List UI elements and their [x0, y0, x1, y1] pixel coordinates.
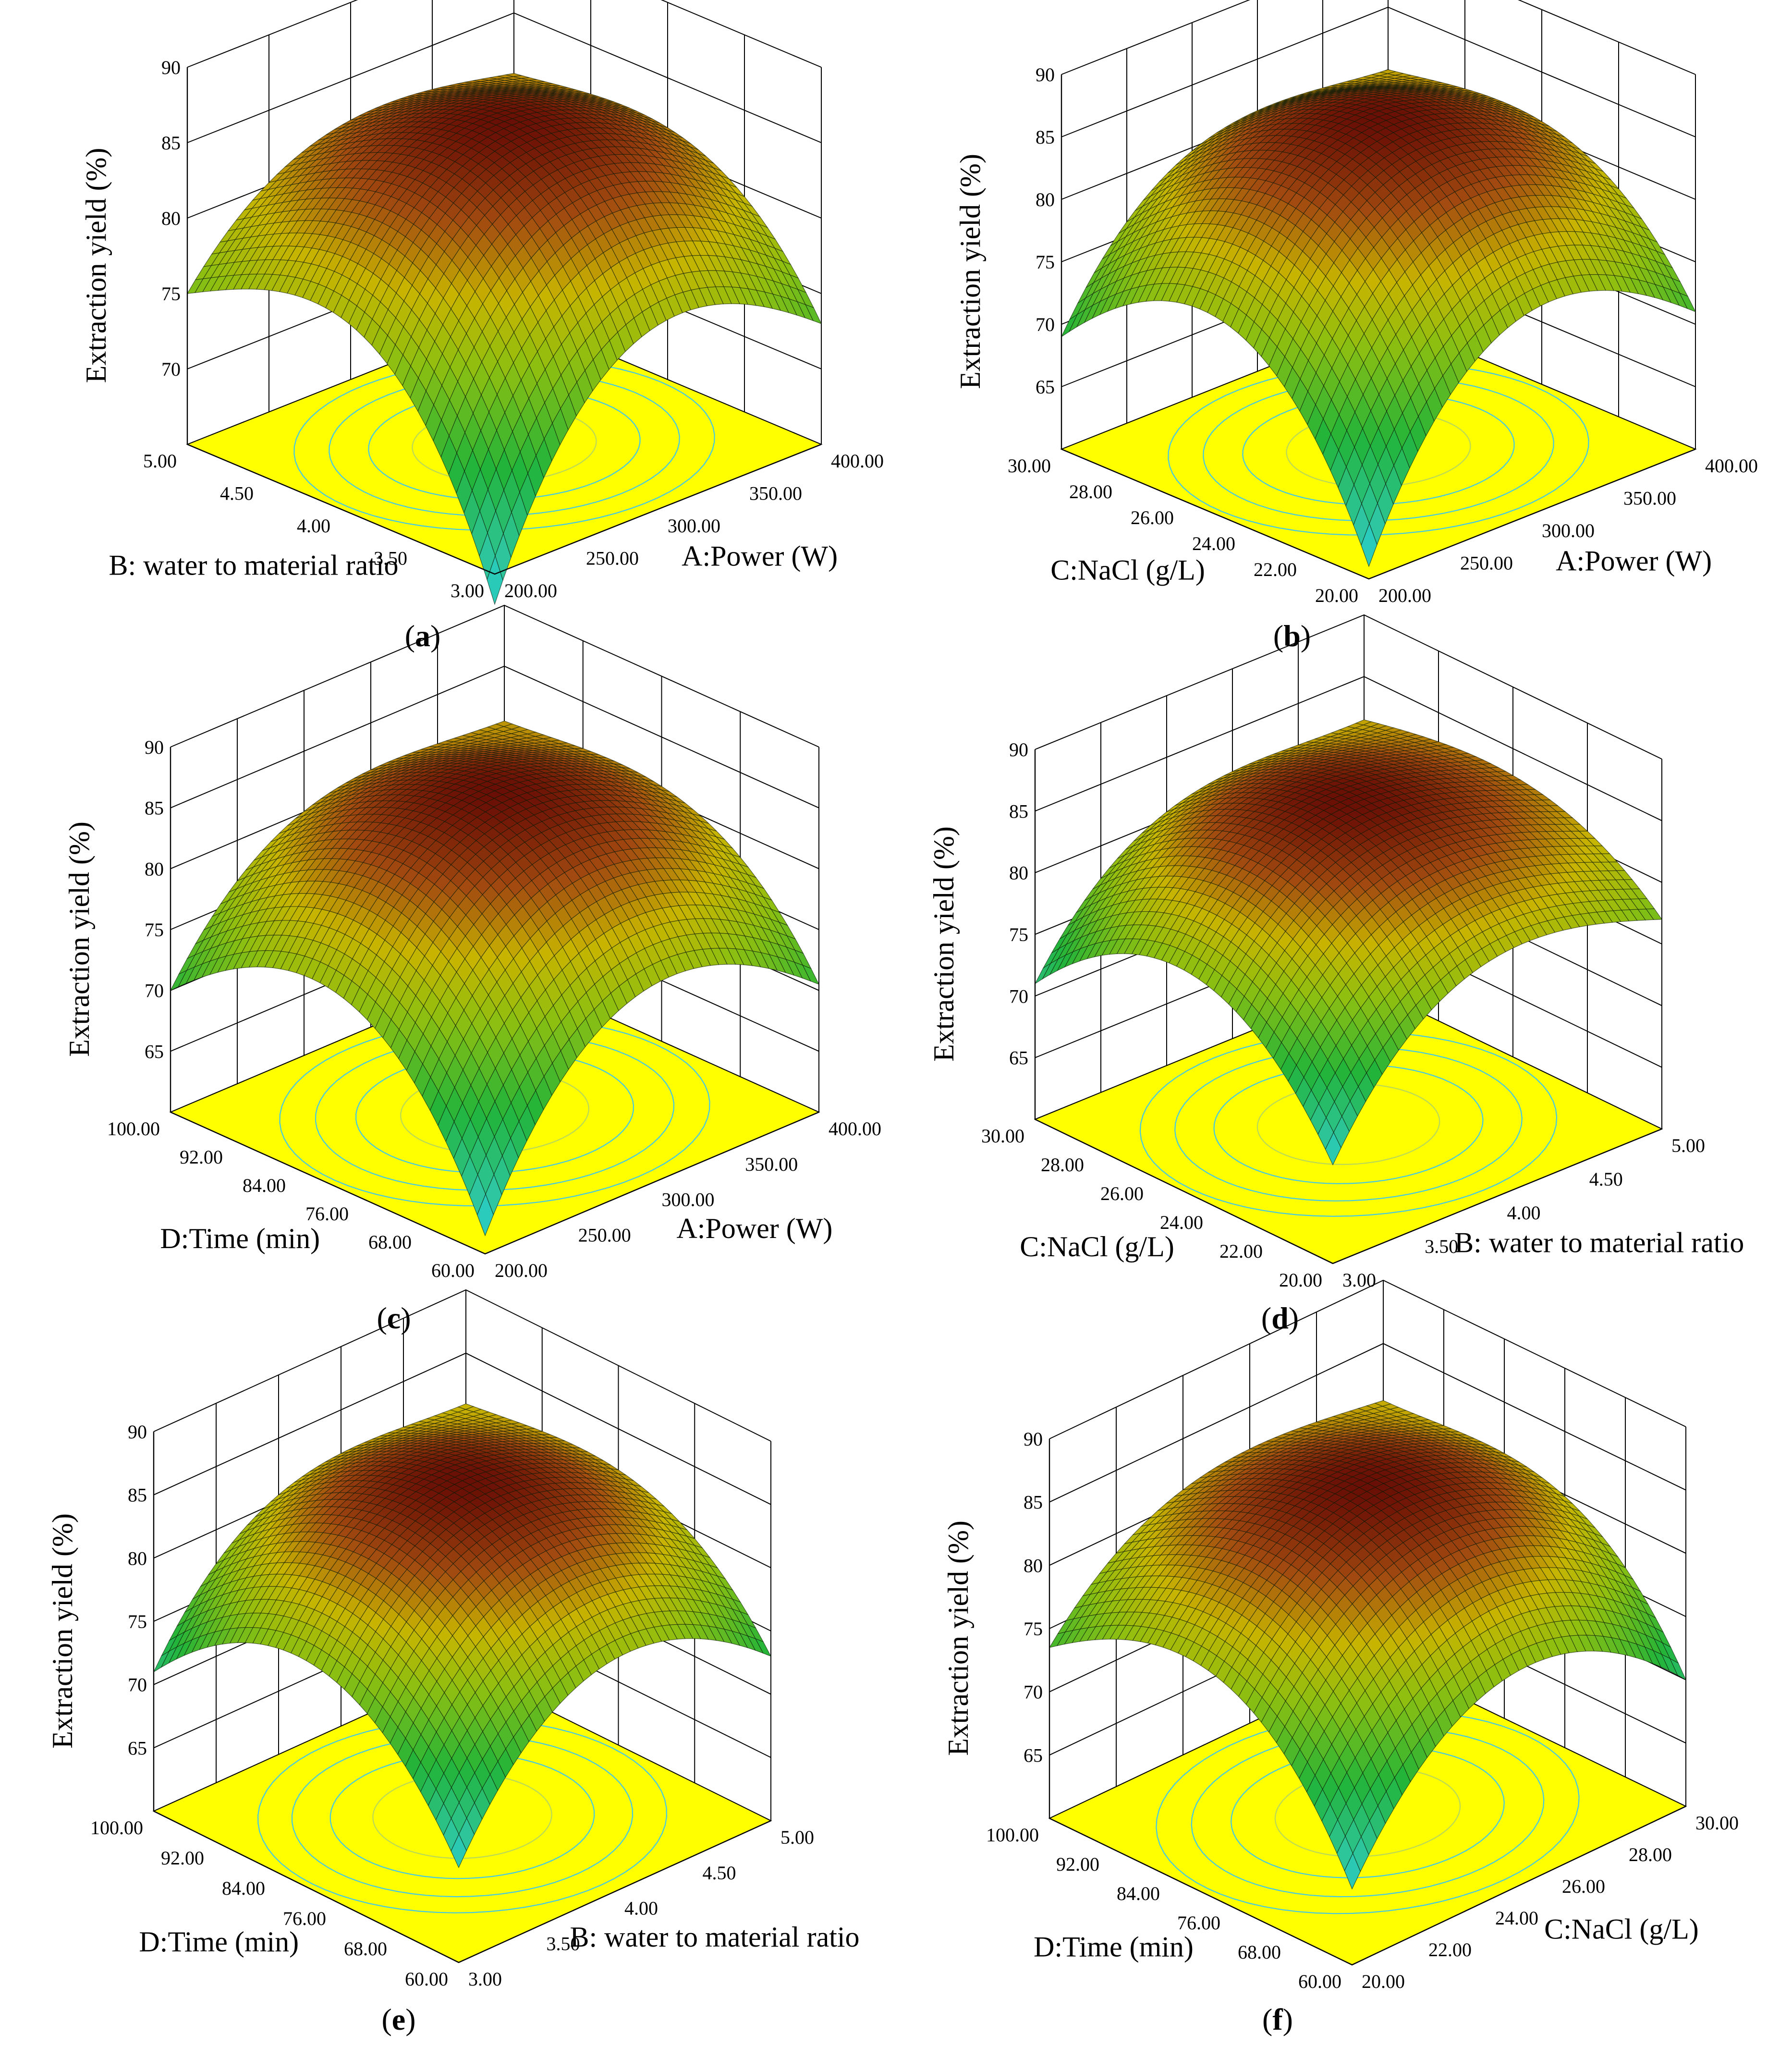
y-axis-title: C:NaCl (g/L) — [1050, 554, 1205, 586]
y-tick-label: 28.00 — [1069, 481, 1112, 503]
y-tick-label: 76.00 — [305, 1203, 349, 1225]
z-tick-label: 80 — [161, 208, 181, 229]
y-tick-label: 4.00 — [297, 515, 330, 537]
x-tick-label: 250.00 — [1460, 552, 1513, 574]
x-tick-label: 200.00 — [504, 580, 557, 601]
z-tick-label: 65 — [145, 1041, 164, 1062]
x-tick-label: 200.00 — [1378, 585, 1431, 606]
x-tick-label: 400.00 — [829, 1118, 881, 1140]
z-tick-label: 85 — [1036, 126, 1055, 148]
z-axis-title: Extraction yield (%) — [954, 154, 986, 389]
x-tick-label: 250.00 — [586, 548, 639, 569]
z-ticks: 70 75 80 85 90 — [161, 57, 181, 380]
panel-b: 65 70 75 80 85 90 Extraction yield (%) 200.00 25… — [954, 0, 1758, 653]
z-axis-title: Extraction yield (%) — [63, 821, 95, 1057]
x-axis-title: A:Power (W) — [1556, 545, 1712, 577]
response-surface — [186, 73, 822, 605]
y-axis-title: B: water to material ratio — [109, 550, 398, 581]
y-axis-title: D:Time (min) — [160, 1223, 320, 1254]
y-tick-label: 30.00 — [1008, 455, 1051, 477]
wall-grid-horizontal — [187, 0, 822, 68]
x-tick-label: 400.00 — [1705, 455, 1758, 477]
x-tick-label: 300.00 — [668, 515, 720, 537]
y-tick-label: 92.00 — [180, 1146, 223, 1168]
y-tick-label: 68.00 — [368, 1231, 412, 1253]
z-tick-label: 90 — [145, 736, 164, 758]
x-tick-label: 350.00 — [745, 1153, 798, 1175]
z-ticks: 65 70 75 80 85 90 — [145, 736, 164, 1062]
panel-letter: (a) — [405, 619, 441, 653]
x-tick-label: 250.00 — [578, 1224, 631, 1246]
z-tick-label: 75 — [1036, 251, 1055, 273]
z-tick-label: 70 — [145, 980, 164, 1002]
response-surface — [1061, 69, 1696, 567]
y-tick-label: 24.00 — [1192, 533, 1235, 554]
y-tick-label: 100.00 — [107, 1118, 160, 1140]
z-tick-label: 65 — [1036, 376, 1055, 398]
x-tick-label: 200.00 — [495, 1260, 548, 1281]
z-tick-label: 70 — [1036, 314, 1055, 335]
x-axis-title: A:Power (W) — [676, 1213, 832, 1244]
z-tick-label: 70 — [161, 358, 181, 380]
z-ticks: 65 70 75 80 85 90 — [1036, 64, 1055, 398]
z-tick-label: 90 — [161, 57, 181, 78]
z-tick-label: 90 — [1036, 64, 1055, 86]
y-tick-label: 20.00 — [1315, 585, 1358, 606]
panel-a: 70 75 80 85 90 Extraction yield (%) 200.00 250.… — [80, 0, 884, 653]
y-tick-label: 26.00 — [1131, 507, 1174, 528]
x-axis-title: A:Power (W) — [682, 540, 838, 572]
y-tick-label: 5.00 — [143, 450, 177, 472]
z-tick-label: 75 — [145, 919, 164, 941]
y-tick-label: 22.00 — [1254, 559, 1297, 580]
y-tick-label: 60.00 — [431, 1260, 475, 1281]
y-tick-label: 84.00 — [243, 1175, 286, 1196]
response-surface — [170, 721, 820, 1237]
z-tick-label: 80 — [145, 858, 164, 880]
y-tick-label: 4.50 — [220, 483, 254, 504]
z-tick-label: 75 — [161, 283, 181, 305]
panel-c: 65 70 75 80 85 90 Extraction yield (%) 200.00 25… — [63, 604, 881, 1335]
panel-letter: (c) — [377, 1301, 411, 1335]
x-tick-label: 350.00 — [1623, 488, 1676, 509]
z-axis-title: Extraction yield (%) — [80, 148, 112, 383]
x-tick-label: 400.00 — [831, 450, 884, 472]
x-tick-label: 300.00 — [1542, 520, 1595, 541]
x-tick-label: 350.00 — [749, 483, 802, 504]
z-tick-label: 85 — [145, 797, 164, 819]
y-tick-label: 3.00 — [451, 580, 484, 601]
x-tick-label: 300.00 — [662, 1189, 715, 1211]
z-tick-label: 85 — [161, 132, 181, 154]
z-tick-label: 80 — [1036, 189, 1055, 210]
panel-letter: (b) — [1273, 619, 1311, 653]
